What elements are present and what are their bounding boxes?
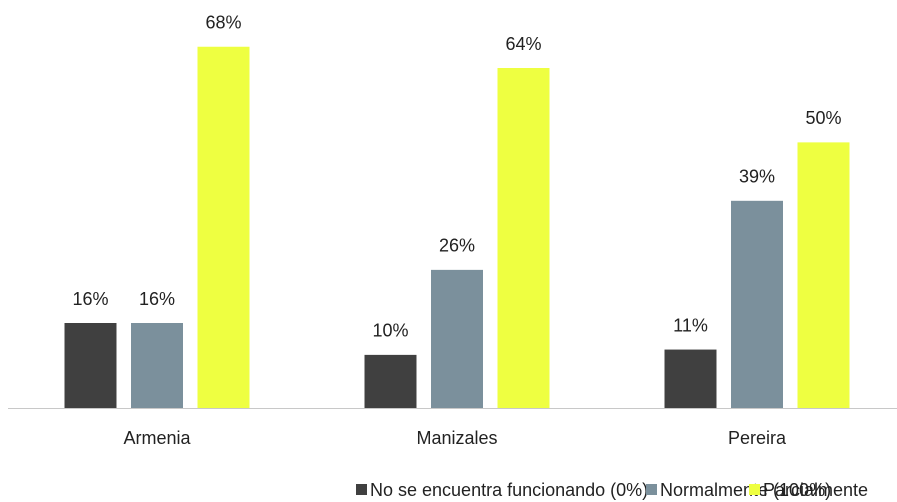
data-label: 16% bbox=[139, 289, 175, 309]
data-label: 50% bbox=[805, 108, 841, 128]
data-label: 64% bbox=[505, 34, 541, 54]
bar bbox=[431, 269, 483, 408]
legend-swatch bbox=[749, 484, 760, 495]
bar bbox=[64, 323, 117, 408]
data-label: 10% bbox=[372, 321, 408, 341]
legend-label: Parcialmente bbox=[763, 480, 868, 500]
x-tick-label: Manizales bbox=[416, 428, 497, 448]
data-label: 16% bbox=[72, 289, 108, 309]
x-tick-label: Pereira bbox=[728, 428, 787, 448]
data-label: 26% bbox=[439, 236, 475, 256]
data-label: 39% bbox=[739, 167, 775, 187]
bar bbox=[131, 323, 183, 408]
legend-swatch bbox=[646, 484, 657, 495]
x-tick-label: Armenia bbox=[123, 428, 191, 448]
legend-label: Normalmente (100%) bbox=[660, 480, 831, 500]
bar bbox=[797, 142, 850, 408]
bar bbox=[664, 349, 717, 408]
bar bbox=[364, 354, 417, 408]
bar bbox=[731, 200, 783, 408]
data-label: 68% bbox=[205, 13, 241, 33]
data-label: 11% bbox=[673, 315, 708, 335]
bar bbox=[197, 46, 250, 408]
bar bbox=[497, 68, 550, 408]
legend-label: No se encuentra funcionando (0%) bbox=[370, 480, 648, 500]
legend-swatch bbox=[356, 484, 367, 495]
